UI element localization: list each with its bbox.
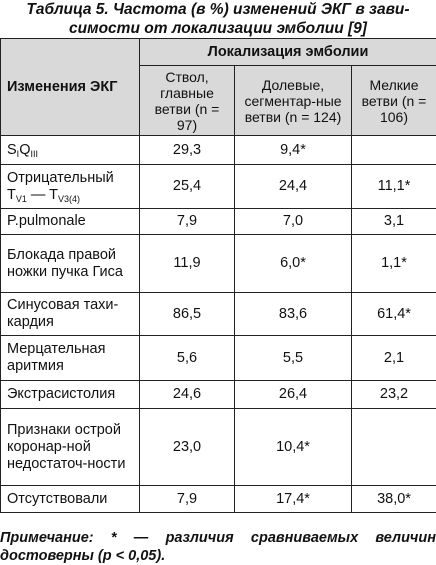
table-row: Отсутствовали 7,9 17,4* 38,0* bbox=[0, 485, 436, 513]
table-caption: Таблица 5. Частота (в %) изменений ЭКГ в… bbox=[0, 0, 436, 38]
table-row: Отрицательный TV1 — TV3(4) 25,4 24,4 11,1… bbox=[0, 164, 436, 209]
cell-small: 11,1* bbox=[351, 164, 436, 209]
table-row: Синусовая тахи-кардия 86,5 83,6 61,4* bbox=[0, 292, 436, 336]
cell-small bbox=[351, 408, 436, 486]
cell-small: 61,4* bbox=[351, 292, 436, 336]
cell-lobar: 10,4* bbox=[234, 408, 352, 486]
cell-small: 3,1 bbox=[351, 208, 436, 235]
header-row-2: Ствол, главные ветви (n = 97) Долевые, с… bbox=[1, 65, 436, 136]
cell-small: 2,1 bbox=[351, 335, 436, 381]
cell-trunk: 29,3 bbox=[139, 135, 235, 165]
cell-trunk: 86,5 bbox=[139, 292, 235, 336]
table-footnote: Примечание: * — различия сравниваемых ве… bbox=[0, 530, 436, 564]
cell-lobar: 83,6 bbox=[234, 292, 352, 336]
header-col-lobar: Долевые, сегментар-ные ветви (n = 124) bbox=[234, 65, 352, 136]
row-label: Признаки острой коронар-ной недостаточ-н… bbox=[0, 408, 140, 486]
cell-lobar: 7,0 bbox=[234, 208, 352, 235]
cell-small: 1,1* bbox=[351, 234, 436, 293]
cell-lobar: 9,4* bbox=[234, 135, 352, 165]
table-row: Блокада правой ножки пучка Гиса 11,9 6,0… bbox=[0, 234, 436, 293]
cell-trunk: 5,6 bbox=[139, 335, 235, 381]
table-row: Мерцательная аритмия 5,6 5,5 2,1 bbox=[0, 335, 436, 381]
cell-lobar: 6,0* bbox=[234, 234, 352, 293]
cell-lobar: 26,4 bbox=[234, 380, 352, 409]
row-label: SIQIII bbox=[0, 135, 140, 165]
cell-small: 38,0* bbox=[351, 485, 436, 513]
header-ecg-changes: Изменения ЭКГ bbox=[0, 38, 140, 136]
table-row: Экстрасистолия 24,6 26,4 23,2 bbox=[0, 380, 436, 409]
caption-line-2: симости от локализации эмболии [9] bbox=[69, 20, 367, 37]
cell-lobar: 17,4* bbox=[234, 485, 352, 513]
cell-small bbox=[351, 135, 436, 165]
row-label: Мерцательная аритмия bbox=[0, 335, 140, 381]
cell-trunk: 24,6 bbox=[139, 380, 235, 409]
header-localization: Локализация эмболии bbox=[139, 38, 436, 66]
cell-lobar: 5,5 bbox=[234, 335, 352, 381]
cell-trunk: 11,9 bbox=[139, 234, 235, 293]
table-row: P.pulmonale 7,9 7,0 3,1 bbox=[0, 208, 436, 235]
cell-trunk: 7,9 bbox=[139, 208, 235, 235]
cell-trunk: 7,9 bbox=[139, 485, 235, 513]
row-label: P.pulmonale bbox=[0, 208, 140, 235]
cell-trunk: 23,0 bbox=[139, 408, 235, 486]
table-row: Признаки острой коронар-ной недостаточ-н… bbox=[0, 408, 436, 486]
header-row-1: Изменения ЭКГ Локализация эмболии bbox=[0, 38, 436, 136]
row-label: Отрицательный TV1 — TV3(4) bbox=[0, 164, 140, 209]
cell-lobar: 24,4 bbox=[234, 164, 352, 209]
row-label: Отсутствовали bbox=[0, 485, 140, 513]
cell-trunk: 25,4 bbox=[139, 164, 235, 209]
row-label: Блокада правой ножки пучка Гиса bbox=[0, 234, 140, 293]
cell-small: 23,2 bbox=[351, 380, 436, 409]
ecg-changes-table: Изменения ЭКГ Локализация эмболии Ствол,… bbox=[0, 38, 436, 513]
row-label: Синусовая тахи-кардия bbox=[0, 292, 140, 336]
table-row: SIQIII 29,3 9,4* bbox=[0, 135, 436, 165]
header-col-trunk: Ствол, главные ветви (n = 97) bbox=[139, 65, 235, 136]
caption-line-1: Таблица 5. Частота (в %) изменений ЭКГ в… bbox=[26, 1, 410, 18]
row-label: Экстрасистолия bbox=[0, 380, 140, 409]
header-col-small: Мелкие ветви (n = 106) bbox=[351, 65, 436, 136]
